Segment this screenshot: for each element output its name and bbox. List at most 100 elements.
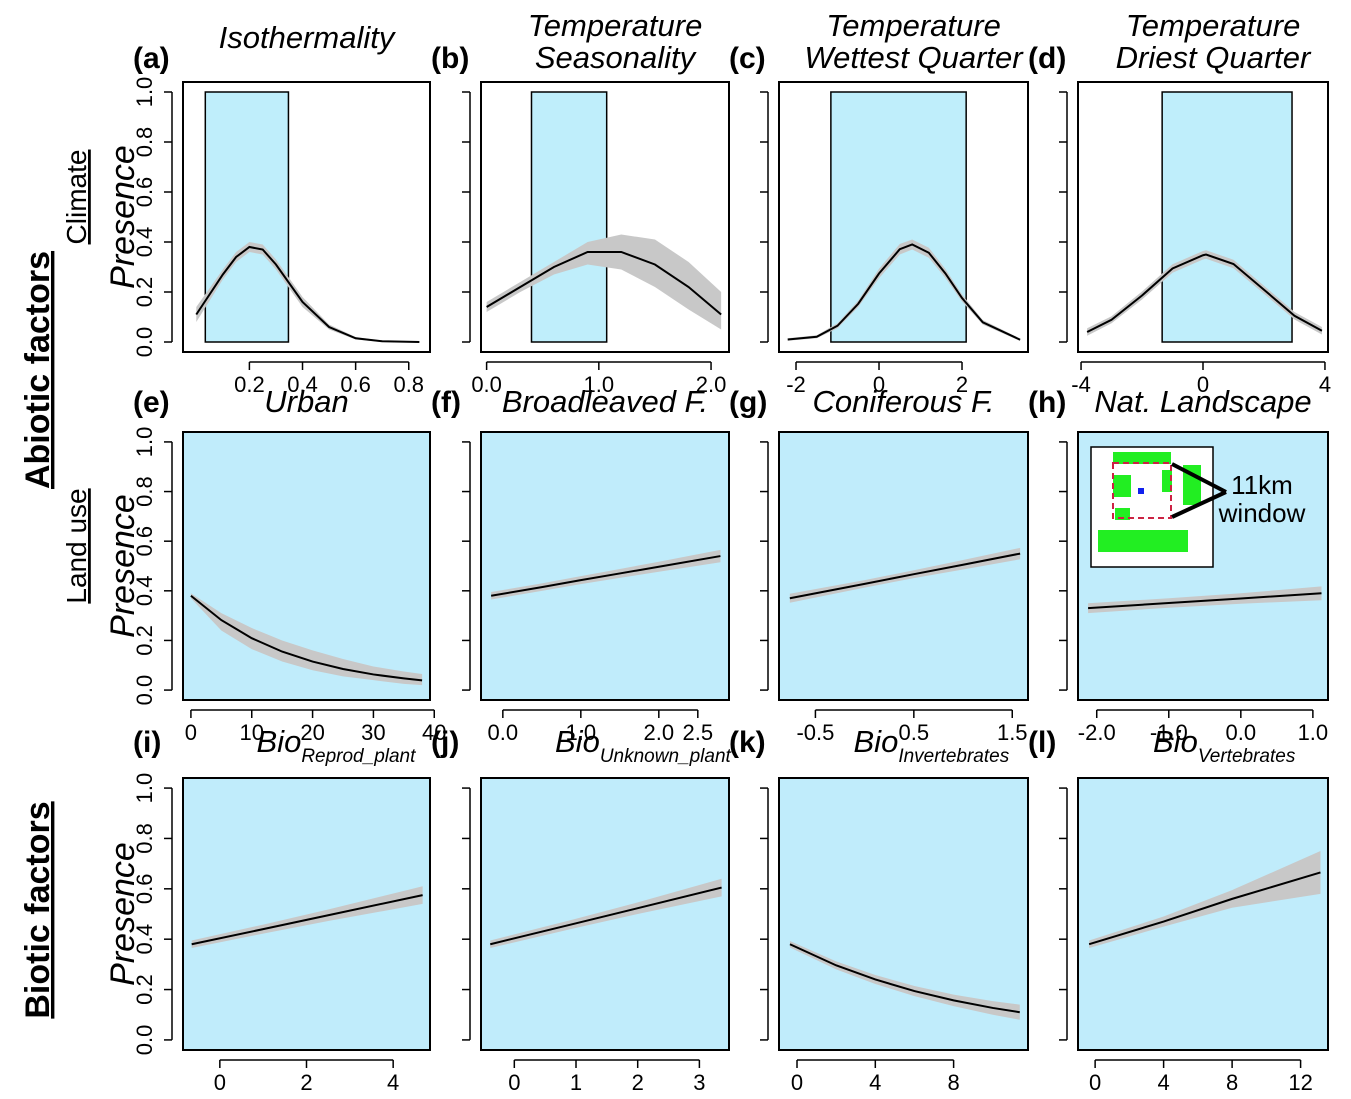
x-tick-label: 0 [873, 372, 885, 397]
annotation: window [1218, 498, 1306, 528]
confidence-band [190, 593, 423, 686]
factor-label: Abiotic factors [19, 251, 57, 489]
plot-frame [1077, 431, 1329, 701]
group-label: Land use [61, 488, 92, 603]
confidence-band [789, 940, 1020, 1020]
annotation: 11km [1231, 470, 1293, 500]
x-tick-label: 2 [300, 1070, 312, 1094]
inset-patch [1113, 475, 1131, 497]
x-tick-label: 4 [1157, 1070, 1169, 1094]
panel-label: (b) [431, 42, 469, 75]
x-tick-label: 1.0 [1298, 720, 1329, 745]
x-tick-label: 40 [422, 720, 446, 745]
title-subscript: Vertebrates [1198, 746, 1296, 767]
y-tick-label: 0.6 [132, 874, 157, 905]
x-tick-label: 8 [1226, 1070, 1238, 1094]
panel-label: (h) [1028, 386, 1066, 419]
x-tick-label: 0.0 [1226, 720, 1257, 745]
plot-frame [182, 81, 431, 353]
x-tick-label: 4 [387, 1070, 399, 1094]
shaded-range [530, 91, 608, 343]
plot-frame [480, 81, 730, 353]
panel-title: Coniferous F. [812, 384, 994, 419]
y-tick-label: 0.6 [132, 526, 157, 557]
y-tick-label: 0.4 [132, 227, 157, 258]
inset-map: 11km window [1090, 446, 1306, 568]
panel-title: Driest Quarter [1116, 40, 1312, 75]
panel-title: Wettest Quarter [804, 40, 1024, 75]
response-line [490, 886, 722, 946]
panel-label: (d) [1028, 42, 1066, 75]
x-tick-label: -1.0 [1150, 720, 1188, 745]
plot-frame [778, 777, 1029, 1051]
x-tick-label: 0 [214, 1070, 226, 1094]
y-tick-label: 0.2 [132, 974, 157, 1005]
title-main: Bio [555, 724, 600, 759]
x-tick-label: -0.5 [796, 720, 834, 745]
y-tick-label: 0.8 [132, 476, 157, 507]
title-main: Bio [257, 724, 302, 759]
panel-title: Temperature [528, 8, 703, 43]
panel-label: (l) [1028, 726, 1056, 759]
shaded-range [204, 91, 290, 343]
inset-point [1138, 488, 1144, 494]
panel-title: Isothermality [219, 20, 397, 55]
x-tick-label: 2.0 [644, 720, 675, 745]
shaded-range [1161, 91, 1293, 343]
x-tick-label: 2.0 [696, 372, 727, 397]
x-tick-label: 3 [693, 1070, 705, 1094]
response-line [195, 245, 420, 343]
y-tick-label: 1.0 [132, 77, 157, 108]
panel-title: BioUnknown_plant [555, 724, 732, 767]
panel-label: (k) [729, 726, 766, 759]
panel-title: BioVertebrates [1153, 724, 1296, 767]
x-tick-label: 0 [791, 1070, 803, 1094]
x-tick-label: 0.8 [393, 372, 424, 397]
x-tick-label: -2 [786, 372, 806, 397]
x-tick-label: 0 [1197, 372, 1209, 397]
plot-background [183, 778, 430, 1050]
plot-frame [778, 431, 1029, 701]
x-tick-label: 0.0 [471, 372, 502, 397]
response-line [1088, 871, 1321, 946]
panel-label: (c) [729, 42, 766, 75]
plot-frame [182, 777, 431, 1051]
y-tick-label: 0.0 [132, 327, 157, 358]
x-tick-label: 2 [632, 1070, 644, 1094]
title-subscript: Invertebrates [898, 746, 1009, 767]
panel-label: (a) [133, 42, 170, 75]
plot-frame [480, 431, 730, 701]
title-main: Bio [1153, 724, 1198, 759]
panel-label: (i) [133, 726, 161, 759]
y-tick-label: 0.8 [132, 823, 157, 854]
response-line [1088, 592, 1322, 610]
y-tick-label: 0.4 [132, 576, 157, 607]
y-tick-label: 0.8 [132, 127, 157, 158]
x-tick-label: 4 [1319, 372, 1331, 397]
y-axis-label: Presence [104, 842, 142, 986]
y-tick-label: 0.0 [132, 1025, 157, 1056]
plot-frame [778, 81, 1029, 353]
y-axis-label: Presence [104, 145, 142, 289]
inset-patch [1113, 452, 1171, 464]
x-tick-label: -2.0 [1078, 720, 1116, 745]
plot-frame [1077, 777, 1329, 1051]
y-tick-label: 0.2 [132, 277, 157, 308]
response-line [1086, 253, 1323, 333]
panel-title: BioReprod_plant [257, 724, 417, 767]
confidence-band [491, 549, 721, 600]
response-line [789, 552, 1021, 600]
y-tick-label: 0.0 [132, 675, 157, 706]
x-tick-label: 1.0 [566, 720, 597, 745]
response-line [486, 251, 722, 316]
plot-frame [1077, 81, 1329, 353]
title-main: Bio [854, 724, 899, 759]
panel-label: (e) [133, 386, 170, 419]
panel-title: Urban [264, 384, 348, 419]
title-subscript: Unknown_plant [600, 746, 732, 767]
x-tick-label: 2 [956, 372, 968, 397]
x-tick-label: 0.0 [488, 720, 519, 745]
x-tick-label: 0.2 [234, 372, 265, 397]
plot-frame [182, 431, 431, 701]
